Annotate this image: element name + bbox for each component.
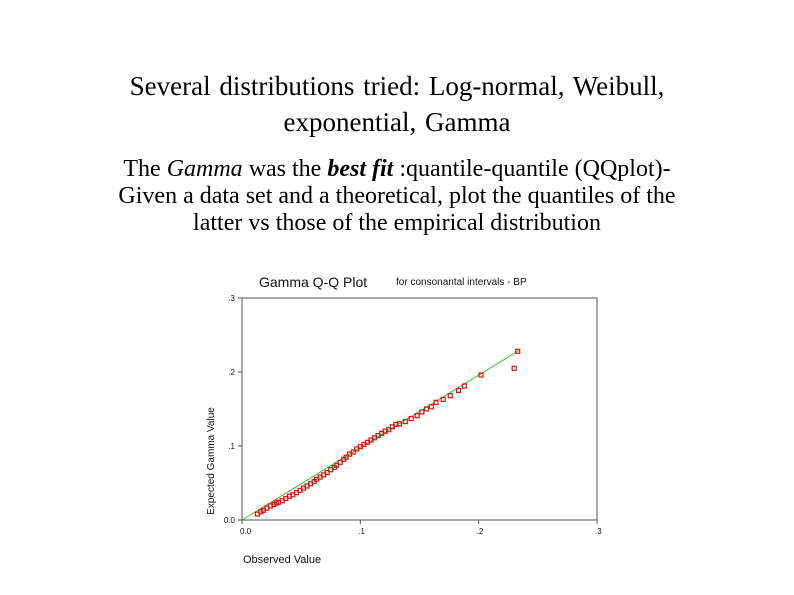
body-lead: The bbox=[123, 156, 167, 182]
data-point bbox=[515, 348, 521, 354]
data-point bbox=[424, 406, 430, 412]
y-tick-label: .3 bbox=[228, 294, 235, 303]
slide-title-line-2: exponential, Gamma bbox=[283, 107, 511, 137]
data-point bbox=[334, 462, 340, 468]
slide-body: The Gamma was the best fit :quantile-qua… bbox=[30, 156, 764, 237]
data-points bbox=[254, 348, 521, 517]
x-axis-label: Observed Value bbox=[243, 554, 321, 566]
data-point bbox=[511, 365, 517, 371]
data-point bbox=[419, 409, 425, 415]
plot-frame bbox=[241, 297, 598, 521]
body-emphasis-best-fit: best fit bbox=[327, 156, 394, 182]
y-tick-label: .2 bbox=[228, 368, 235, 377]
data-point bbox=[386, 427, 392, 433]
body-emphasis-gamma: Gamma bbox=[166, 156, 243, 182]
y-tick-label: .1 bbox=[228, 442, 235, 451]
y-axis-label: Expected Gamma Value bbox=[206, 407, 217, 515]
data-point bbox=[408, 416, 414, 422]
data-point bbox=[461, 383, 468, 389]
qq-plot-figure: Gamma Q-Q Plot for consonantal intervals… bbox=[200, 268, 620, 570]
qq-plot-svg: Gamma Q-Q Plot for consonantal intervals… bbox=[206, 274, 602, 566]
data-point bbox=[478, 372, 484, 378]
data-point bbox=[396, 421, 402, 427]
data-point bbox=[428, 404, 434, 410]
body-line-3: latter vs those of the empirical distrib… bbox=[193, 210, 601, 236]
data-point bbox=[414, 413, 420, 419]
x-tick-label: .2 bbox=[477, 527, 484, 536]
slide-title-line-1: Several distributions tried: Log-normal,… bbox=[129, 71, 665, 101]
body-line-1-tail: :quantile-quantile (QQplot)- bbox=[393, 156, 671, 182]
data-point bbox=[343, 454, 349, 460]
body-line-1: The Gamma was the best fit :quantile-qua… bbox=[30, 156, 764, 183]
data-point bbox=[440, 396, 446, 402]
x-tick-label: .3 bbox=[595, 527, 602, 536]
data-point bbox=[324, 470, 330, 476]
data-point bbox=[337, 459, 343, 465]
chart-subtitle: for consonantal intervals - BP bbox=[396, 277, 527, 288]
body-mid: was the bbox=[242, 156, 328, 182]
data-point bbox=[447, 393, 453, 399]
data-point bbox=[350, 449, 356, 455]
y-tick-label: 0.0 bbox=[224, 516, 236, 525]
data-point bbox=[402, 418, 408, 425]
data-point bbox=[433, 399, 439, 405]
body-line-2: Given a data set and a theoretical, plot… bbox=[118, 183, 676, 209]
axis-ticks: 0.0 .1 .2 .3 0.0 .1 .2 .3 bbox=[224, 294, 602, 536]
slide-title: Several distributions tried: Log-normal,… bbox=[40, 68, 754, 140]
x-tick-label: 0.0 bbox=[240, 527, 252, 536]
data-point bbox=[455, 387, 462, 394]
x-tick-label: .1 bbox=[358, 527, 365, 536]
chart-title: Gamma Q-Q Plot bbox=[259, 274, 367, 290]
